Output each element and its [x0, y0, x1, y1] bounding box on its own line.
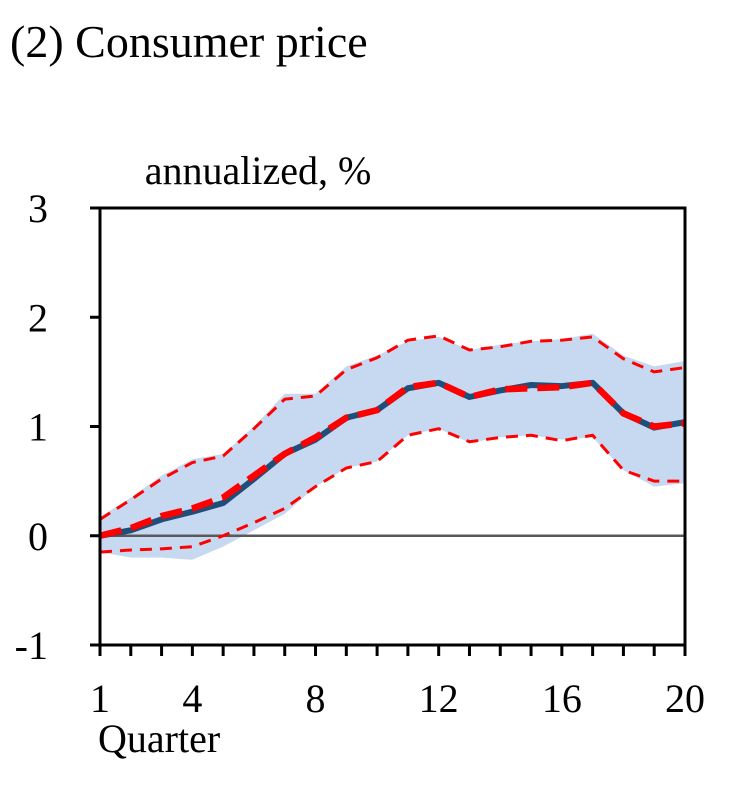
unit-label: annualized, % [145, 148, 372, 193]
y-tick-label: 1 [28, 405, 48, 450]
axes: 3 2 1 0 -1 1 4 8 12 16 20 [15, 186, 705, 721]
y-tick-label: -1 [15, 623, 48, 668]
series-line-alternative-estimate [99, 379, 686, 539]
series-line-lower-bound [99, 427, 685, 554]
confidence-band [100, 333, 685, 560]
x-tick-label: 8 [306, 676, 326, 721]
x-tick-label: 12 [419, 676, 459, 721]
y-tick-label: 2 [28, 295, 48, 340]
series-line-upper-bound [99, 334, 686, 521]
x-tick-label: 20 [665, 676, 705, 721]
x-tick-label: 4 [182, 676, 202, 721]
plot-area [99, 333, 686, 560]
x-tick-label: 1 [90, 676, 110, 721]
y-tick-label: 0 [28, 514, 48, 559]
x-tick-label: 16 [542, 676, 582, 721]
x-axis-label: Quarter [98, 716, 220, 761]
chart-title: (2) Consumer price [10, 16, 368, 67]
y-tick-label: 3 [28, 186, 48, 231]
